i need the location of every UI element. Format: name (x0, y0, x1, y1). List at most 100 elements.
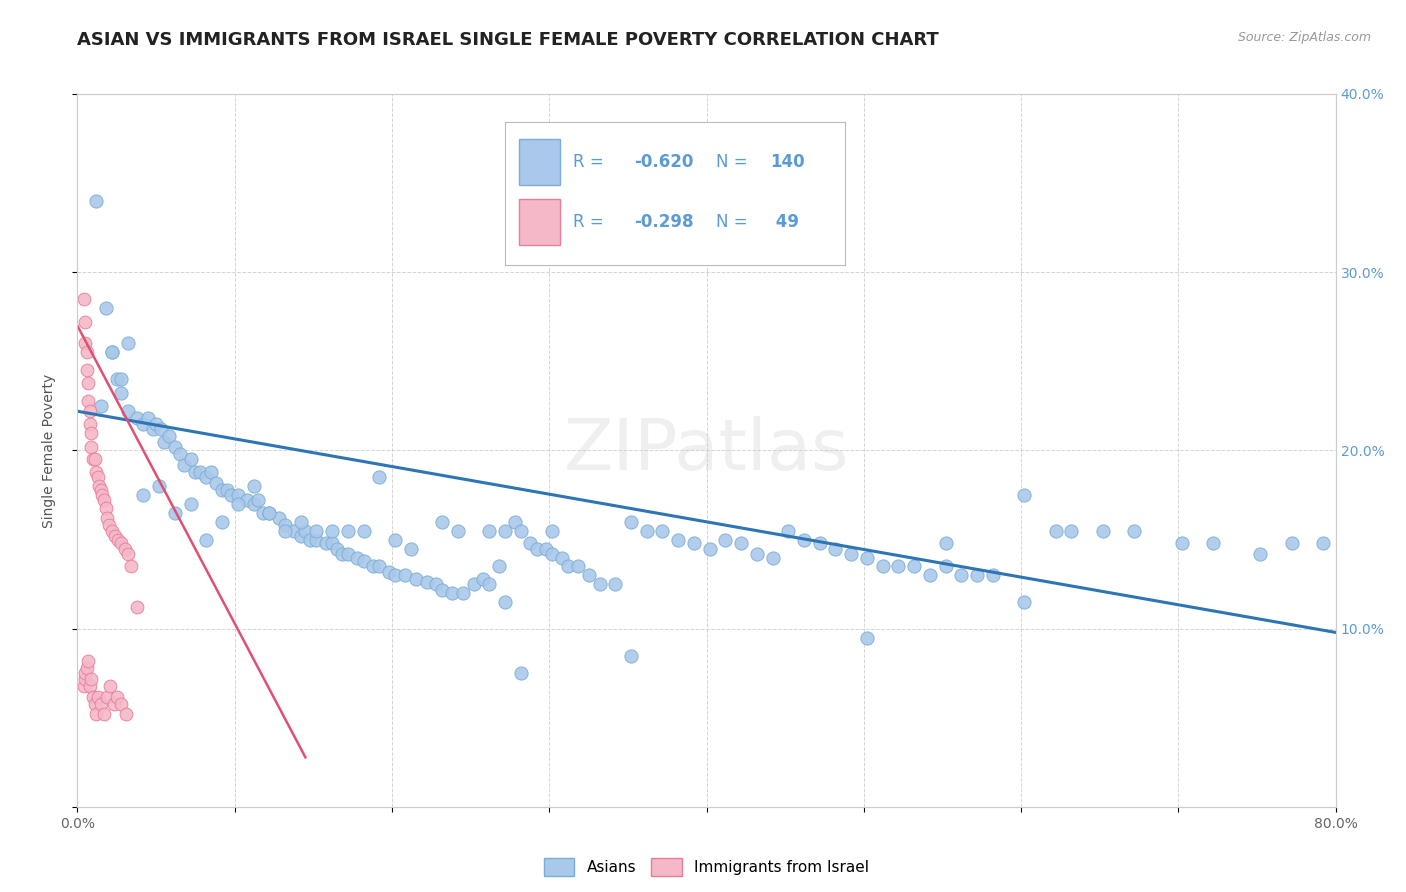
Y-axis label: Single Female Poverty: Single Female Poverty (42, 374, 56, 527)
Point (72, 679, 94, 693)
Point (153, 434, 176, 449)
Point (541, 547, 564, 561)
FancyBboxPatch shape (519, 199, 560, 245)
Point (148, 479, 170, 493)
Point (1312, 536, 1334, 550)
Point (107, 533, 129, 547)
Point (110, 372, 132, 386)
Point (110, 697, 132, 711)
Point (90, 697, 112, 711)
Point (83, 452, 105, 467)
Point (252, 506, 274, 520)
Point (163, 506, 186, 520)
Point (935, 536, 957, 550)
Point (84, 707, 107, 722)
Point (274, 518, 297, 533)
Point (432, 582, 454, 597)
Text: R =: R = (574, 213, 609, 231)
Point (903, 559, 925, 574)
Point (127, 411, 149, 425)
Point (195, 470, 218, 484)
Text: -0.620: -0.620 (634, 153, 693, 171)
Point (534, 541, 557, 556)
Point (651, 524, 673, 538)
Point (745, 547, 768, 561)
Point (87, 690, 110, 704)
Point (132, 417, 155, 431)
Point (856, 631, 879, 645)
Point (180, 497, 202, 511)
Point (509, 666, 531, 681)
Point (142, 422, 165, 436)
Point (226, 488, 249, 502)
Point (79, 417, 101, 431)
Point (778, 524, 800, 538)
Point (346, 550, 368, 565)
Point (76, 345, 98, 359)
Point (169, 447, 191, 461)
Point (557, 559, 579, 574)
Point (1012, 595, 1035, 609)
Point (274, 524, 297, 538)
Point (77, 654, 100, 668)
Point (432, 515, 454, 529)
Point (620, 515, 643, 529)
Point (76, 661, 98, 675)
Point (180, 452, 202, 467)
Point (447, 524, 470, 538)
Point (761, 550, 783, 565)
Point (90, 399, 112, 413)
Point (236, 493, 259, 508)
Point (305, 533, 328, 547)
Point (184, 465, 207, 479)
Point (82, 690, 104, 704)
Point (89, 479, 111, 493)
Point (75, 666, 97, 681)
Point (872, 559, 894, 574)
Text: 49: 49 (770, 213, 799, 231)
Point (117, 404, 139, 418)
Legend: Asians, Immigrants from Israel: Asians, Immigrants from Israel (537, 852, 876, 881)
Point (79, 404, 101, 418)
Text: N =: N = (716, 213, 752, 231)
Point (211, 515, 233, 529)
Point (136, 411, 159, 425)
Text: ASIAN VS IMMIGRANTS FROM ISRAEL SINGLE FEMALE POVERTY CORRELATION CHART: ASIAN VS IMMIGRANTS FROM ISRAEL SINGLE F… (77, 31, 939, 49)
Point (935, 559, 957, 574)
Point (824, 541, 846, 556)
FancyBboxPatch shape (519, 139, 560, 185)
Point (204, 475, 226, 490)
Point (104, 529, 127, 543)
Point (1249, 547, 1271, 561)
Point (115, 707, 138, 722)
Point (173, 458, 195, 472)
Point (93, 493, 115, 508)
Point (132, 488, 155, 502)
Point (361, 559, 384, 574)
Point (221, 488, 243, 502)
Point (257, 506, 280, 520)
Point (149, 422, 172, 436)
Point (567, 559, 589, 574)
Point (551, 550, 574, 565)
Point (93, 707, 115, 722)
Point (188, 465, 211, 479)
Point (1060, 524, 1083, 538)
Point (384, 533, 406, 547)
Point (1012, 488, 1035, 502)
Point (699, 541, 721, 556)
Point (96, 690, 118, 704)
Point (463, 577, 485, 591)
Point (80, 425, 103, 440)
Point (195, 533, 218, 547)
Point (683, 536, 706, 550)
Point (76, 363, 98, 377)
Point (242, 479, 264, 493)
Point (368, 470, 391, 484)
Point (478, 524, 501, 538)
Point (299, 533, 322, 547)
Point (714, 533, 737, 547)
Text: R =: R = (574, 153, 609, 171)
Point (90, 483, 112, 497)
Point (839, 547, 862, 561)
